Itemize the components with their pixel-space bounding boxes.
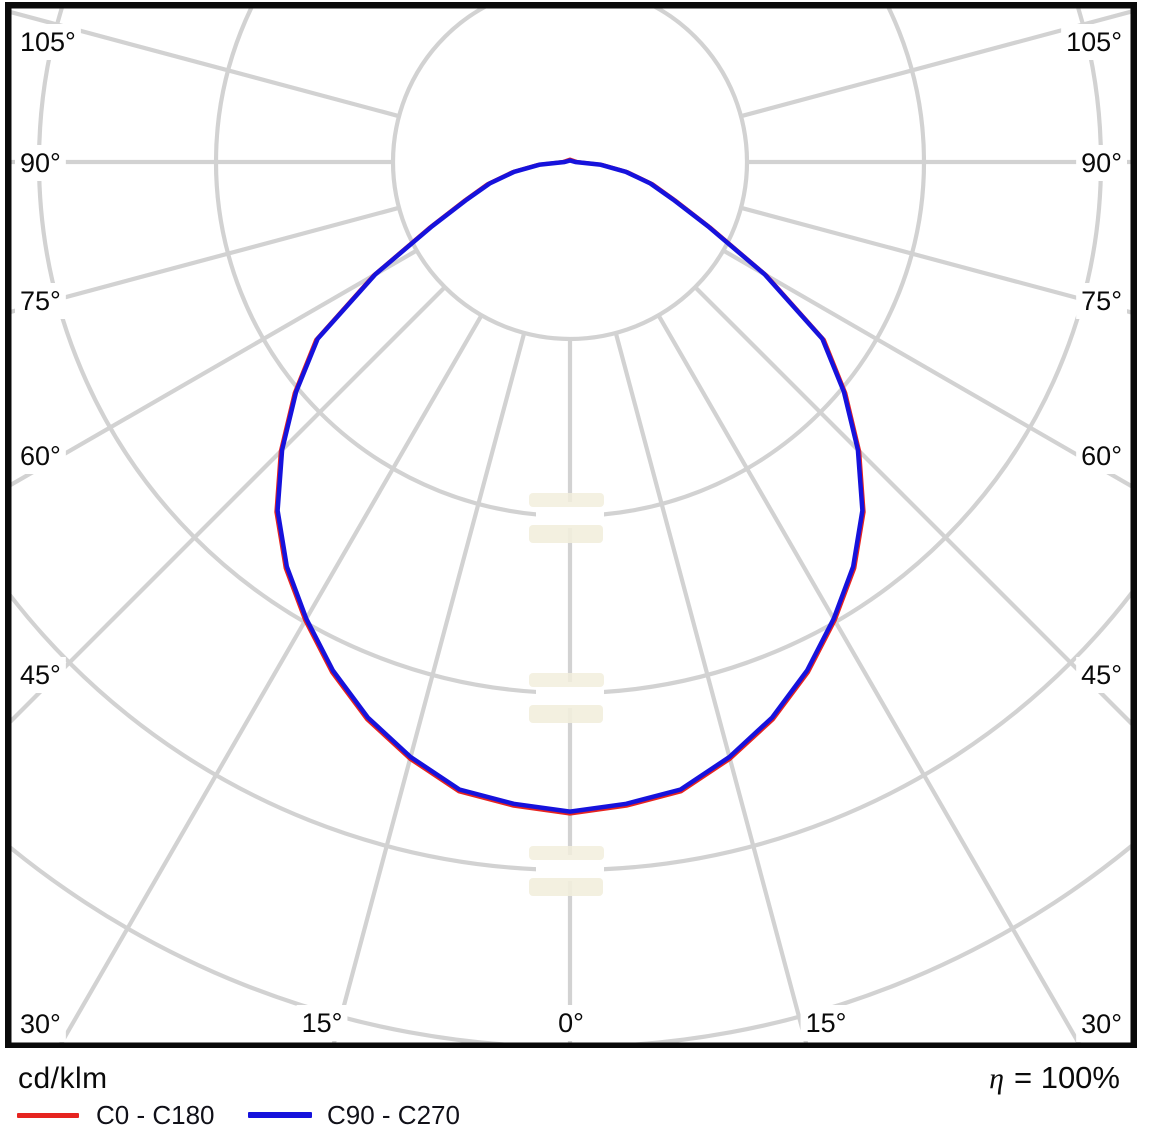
efficiency-value: η = 100%: [989, 1060, 1120, 1096]
angle-tick-label: 30°: [20, 1009, 61, 1039]
angle-tick-label: 90°: [20, 148, 61, 178]
angle-tick-label: 75°: [1081, 286, 1122, 316]
plot-border: [5, 2, 1137, 1048]
angle-tick-label: 45°: [20, 660, 61, 690]
eta-text: = 100%: [1013, 1060, 1120, 1095]
unit-label: cd/klm: [18, 1062, 108, 1095]
curve-c90-c270: [275, 158, 865, 814]
angle-tick-label: 15°: [806, 1008, 847, 1038]
c0-c180-line-swatch: [17, 1112, 79, 1118]
angle-tick-label: 30°: [1081, 1009, 1122, 1039]
grid-rays: [11, 9, 1131, 1043]
angle-tick-label: 60°: [1081, 441, 1122, 471]
legend-label-c0-c180: C0 - C180: [96, 1099, 215, 1130]
angle-tick-label: 105°: [1066, 27, 1122, 57]
angle-labels: 105° 90° 75° 60° 45° 30° 105° 90° 75° 60° 45° 30° 15…: [15, 24, 1127, 1042]
angle-tick-label: 75°: [20, 286, 61, 316]
legend-item-c0-c180: C0 - C180: [17, 1100, 215, 1130]
angle-tick-label: 90°: [1081, 148, 1122, 178]
legend: cd/klm η = 100% C0 - C180 C90 - C270: [0, 1048, 1164, 1143]
legend-label-c90-c270: C90 - C270: [327, 1099, 460, 1130]
angle-tick-label: 45°: [1081, 660, 1122, 690]
c90-c270-line-swatch: [248, 1112, 312, 1118]
angle-tick-label: 105°: [20, 27, 76, 57]
ring-label-ghosts: [529, 493, 604, 896]
eta-symbol: η: [989, 1062, 1004, 1095]
angle-tick-label: 60°: [20, 441, 61, 471]
angle-tick-label: 0°: [558, 1008, 584, 1038]
polar-chart-canvas: 105° 90° 75° 60° 45° 30° 105° 90° 75° 60° 45° 30° 15…: [5, 2, 1137, 1048]
legend-item-c90-c270: C90 - C270: [248, 1100, 460, 1130]
angle-tick-label: 15°: [302, 1008, 343, 1038]
